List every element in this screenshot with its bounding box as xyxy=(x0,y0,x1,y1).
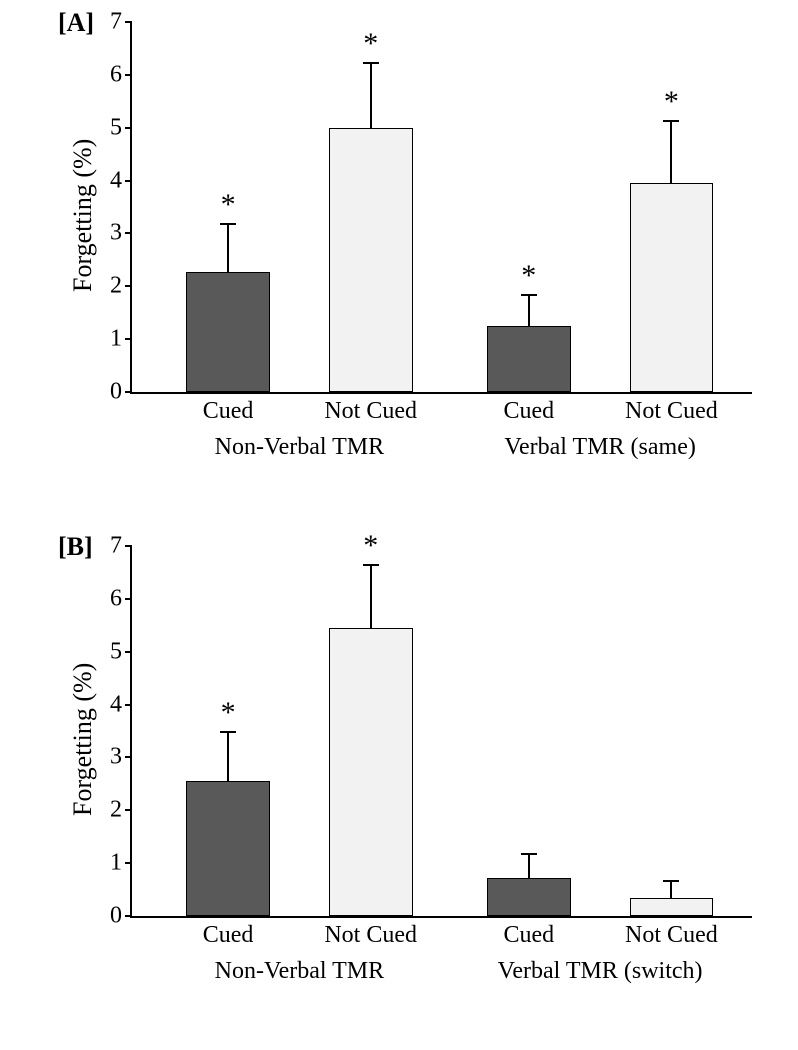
ytick-label: 3 xyxy=(110,220,132,247)
significance-marker: * xyxy=(363,529,378,563)
ytick-label: 0 xyxy=(110,903,132,930)
bar-cued xyxy=(487,878,571,916)
error-cap xyxy=(521,853,537,855)
panel-label-A: [A] xyxy=(58,8,94,38)
figure: [A] 01234567*Cued*Not CuedNon-Verbal TMR*… xyxy=(0,0,798,1050)
significance-marker: * xyxy=(221,696,236,730)
error-bar xyxy=(227,732,229,781)
error-cap xyxy=(663,120,679,122)
bar-not-cued xyxy=(630,183,714,392)
ytick-label: 7 xyxy=(110,533,132,560)
ytick-label: 2 xyxy=(110,273,132,300)
bar-cued xyxy=(186,781,270,916)
plot-area-B: 01234567*Cued*Not CuedNon-Verbal TMRCued… xyxy=(130,546,752,918)
group-label: Non-Verbal TMR xyxy=(215,392,385,461)
y-axis-label: Forgetting (%) xyxy=(68,139,98,292)
ytick-label: 1 xyxy=(110,850,132,877)
error-cap xyxy=(363,62,379,64)
bar-cued xyxy=(487,326,571,392)
ytick-label: 6 xyxy=(110,585,132,612)
error-bar xyxy=(227,224,229,272)
error-cap xyxy=(220,731,236,733)
significance-marker: * xyxy=(521,259,536,293)
y-axis-label: Forgetting (%) xyxy=(68,663,98,816)
significance-marker: * xyxy=(221,188,236,222)
error-cap xyxy=(220,223,236,225)
group-label: Non-Verbal TMR xyxy=(215,916,385,985)
ytick-label: 6 xyxy=(110,61,132,88)
group-label: Verbal TMR (same) xyxy=(504,392,696,461)
ytick-label: 5 xyxy=(110,114,132,141)
bar-not-cued xyxy=(630,898,714,917)
error-cap xyxy=(363,564,379,566)
ytick-label: 0 xyxy=(110,379,132,406)
ytick-label: 2 xyxy=(110,797,132,824)
error-bar xyxy=(670,881,672,898)
ytick-label: 1 xyxy=(110,326,132,353)
error-bar xyxy=(670,121,672,183)
error-cap xyxy=(663,880,679,882)
error-bar xyxy=(528,295,530,326)
ytick-label: 7 xyxy=(110,9,132,36)
error-bar xyxy=(370,565,372,628)
ytick-label: 4 xyxy=(110,691,132,718)
significance-marker: * xyxy=(664,85,679,119)
bar-not-cued xyxy=(329,128,413,392)
plot-area-A: 01234567*Cued*Not CuedNon-Verbal TMR*Cue… xyxy=(130,22,752,394)
bar-not-cued xyxy=(329,628,413,916)
error-cap xyxy=(521,294,537,296)
ytick-label: 3 xyxy=(110,744,132,771)
error-bar xyxy=(370,63,372,127)
ytick-label: 4 xyxy=(110,167,132,194)
group-label: Verbal TMR (switch) xyxy=(498,916,703,985)
ytick-label: 5 xyxy=(110,638,132,665)
error-bar xyxy=(528,854,530,878)
significance-marker: * xyxy=(363,27,378,61)
bar-cued xyxy=(186,272,270,393)
panel-label-B: [B] xyxy=(58,532,93,562)
